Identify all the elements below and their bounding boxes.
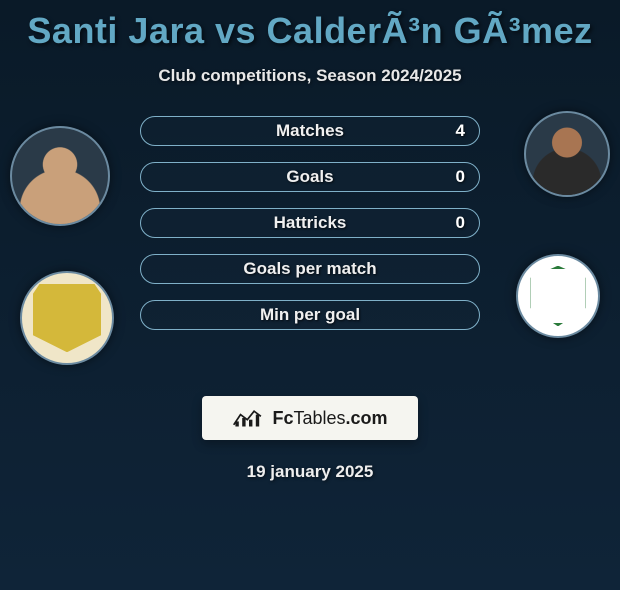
player-right-avatar [524,111,610,197]
stat-label: Min per goal [141,305,479,325]
stat-label: Goals [141,167,479,187]
stat-value: 0 [456,167,465,187]
footer-date: 19 january 2025 [0,462,620,482]
club-left-crest [20,271,114,365]
stat-row-matches: Matches 4 [140,116,480,146]
page-subtitle: Club competitions, Season 2024/2025 [0,66,620,86]
stat-value: 0 [456,213,465,233]
player-left-avatar [10,126,110,226]
stat-label: Hattricks [141,213,479,233]
stat-value: 4 [456,121,465,141]
stat-row-goals-per-match: Goals per match [140,254,480,284]
brand-suffix: .com [346,408,388,428]
page-title: Santi Jara vs CalderÃ³n GÃ³mez [0,10,620,52]
brand-light: Tables [293,408,345,428]
comparison-area: Matches 4 Goals 0 Hattricks 0 Goals per … [0,116,620,376]
brand-badge: FcTables.com [202,396,418,440]
stats-list: Matches 4 Goals 0 Hattricks 0 Goals per … [140,116,480,346]
stat-label: Matches [141,121,479,141]
stat-row-hattricks: Hattricks 0 [140,208,480,238]
stat-row-min-per-goal: Min per goal [140,300,480,330]
stat-row-goals: Goals 0 [140,162,480,192]
brand-chart-icon [232,407,266,429]
club-right-crest [516,254,600,338]
brand-bold: Fc [272,408,293,428]
stat-label: Goals per match [141,259,479,279]
brand-text: FcTables.com [272,408,387,429]
